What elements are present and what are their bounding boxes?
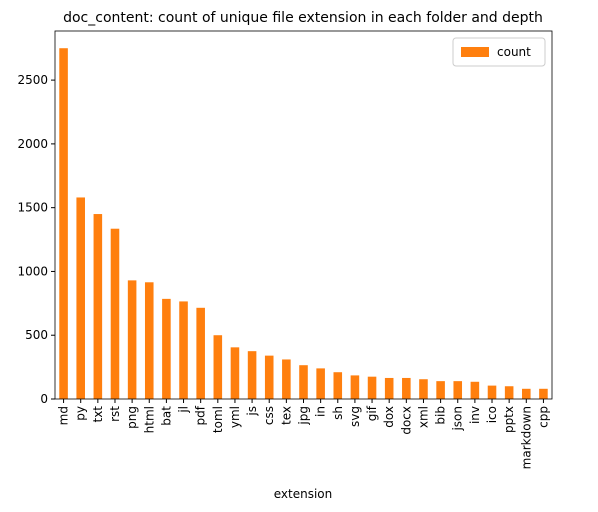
bar [316, 368, 325, 399]
x-tick-label: toml [211, 406, 225, 433]
bar [230, 347, 240, 399]
x-tick-label: dox [382, 406, 396, 428]
bar [76, 197, 85, 399]
bar [110, 228, 120, 399]
x-tick-label: pdf [194, 405, 208, 425]
bar [470, 381, 480, 399]
x-tick-label: json [451, 406, 465, 432]
plot-frame [54, 30, 553, 400]
x-tick-label: gif [365, 405, 379, 421]
y-tick-label: 2000 [17, 137, 48, 151]
x-tick-label: pptx [502, 406, 516, 433]
bar [179, 301, 188, 399]
bar [453, 381, 463, 399]
x-tick-label: ico [485, 406, 499, 423]
y-tick-label: 1500 [17, 201, 48, 215]
bar [419, 379, 428, 399]
x-tick-label: css [262, 406, 276, 425]
legend-swatch [461, 47, 489, 57]
bar [384, 377, 394, 399]
x-tick-label: markdown [519, 406, 533, 469]
x-tick-label: rst [108, 406, 122, 422]
x-tick-label: py [74, 406, 88, 421]
bar [504, 386, 514, 399]
bar [333, 372, 343, 399]
bar [522, 388, 531, 399]
x-axis-label: extension [274, 487, 333, 501]
bar [247, 351, 257, 399]
bar [144, 282, 154, 399]
bar [127, 280, 137, 399]
x-tick-label: js [245, 406, 259, 417]
x-tick-label: docx [399, 406, 413, 435]
bar [59, 48, 68, 400]
x-tick-label: md [57, 406, 71, 425]
x-tick-label: svg [348, 406, 362, 427]
y-tick-label: 2500 [17, 73, 48, 87]
bar [402, 377, 411, 399]
y-tick-label: 500 [25, 328, 48, 342]
bar [539, 388, 548, 399]
x-tick-label: inv [468, 406, 482, 424]
bar [196, 307, 205, 399]
x-tick-label: sh [331, 406, 345, 420]
x-tick-label: bat [159, 406, 173, 426]
x-tick-label: png [125, 406, 139, 429]
x-tick-label: yml [228, 406, 242, 428]
x-tick-label: bib [434, 406, 448, 425]
bar [436, 381, 445, 399]
bar [213, 335, 223, 399]
bar [264, 355, 274, 399]
legend-box [452, 37, 546, 67]
bar [93, 214, 103, 399]
bar [282, 359, 291, 399]
x-tick-label: jpg [297, 406, 311, 426]
bar [162, 298, 171, 399]
legend-label: count [497, 45, 531, 59]
chart-title: doc_content: count of unique file extens… [63, 10, 543, 26]
bar [367, 376, 377, 399]
x-tick-label: txt [91, 406, 105, 423]
x-tick-label: tex [279, 406, 293, 425]
y-tick-label: 1000 [17, 264, 48, 278]
y-tick-label: 0 [40, 392, 48, 406]
x-tick-label: xml [416, 406, 430, 428]
x-tick-label: cpp [536, 406, 550, 428]
x-tick-label: jl [177, 406, 191, 414]
bar [487, 385, 497, 399]
bar [350, 375, 360, 399]
x-tick-label: in [314, 406, 328, 417]
x-tick-label: html [142, 406, 156, 433]
bar [299, 365, 308, 399]
